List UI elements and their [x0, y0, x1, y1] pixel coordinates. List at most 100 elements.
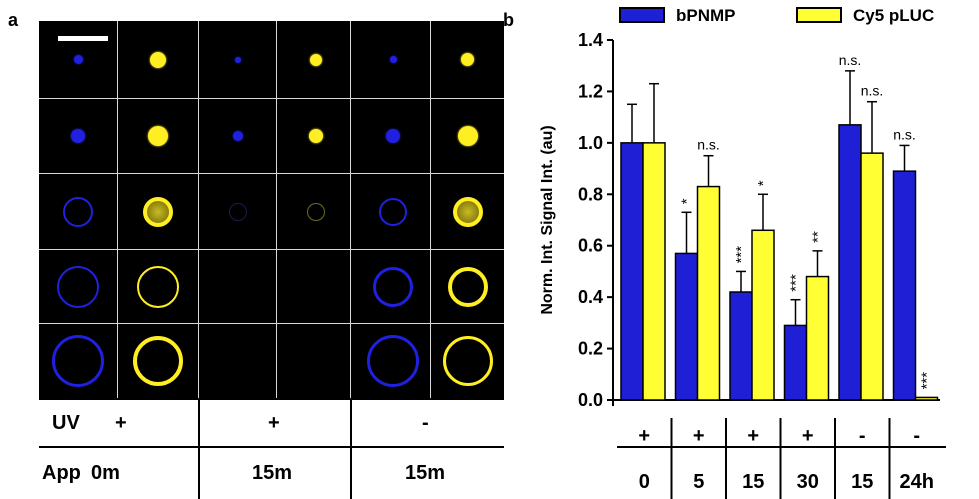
bar-cy5-pluc: [805, 275, 830, 401]
bar-cy5-pluc: [860, 152, 884, 401]
micrograph-cell: [277, 99, 355, 173]
droplet-spot: [233, 131, 243, 141]
significance-stars: *: [755, 180, 772, 186]
bar-chart: 0.0 0.2 0.4 0.6 0.8 1.0 1.2 1.4 Norm. Int. Signa…: [539, 6, 946, 499]
droplet-spot: [309, 129, 323, 143]
scale-bar: [58, 36, 108, 41]
uv-row-value: +: [638, 425, 650, 447]
micrograph-cell: [355, 250, 431, 323]
bar-cy5-pluc: [696, 185, 721, 401]
micrograph-cell: [277, 324, 355, 398]
droplet-ring: [447, 266, 488, 307]
droplet-ring: [373, 266, 413, 307]
micrograph-cell: [277, 250, 355, 323]
significance-label: n.s.: [697, 137, 720, 153]
bar-bpnmp: [783, 324, 808, 401]
x-category-label: 30: [797, 471, 819, 493]
droplet-ring: [367, 335, 419, 387]
micrograph-cell: [199, 21, 277, 98]
table-col-divider: [350, 398, 352, 499]
uv-row-value: +: [693, 425, 705, 447]
droplet-spot: [235, 56, 241, 63]
micrograph-cell: [199, 174, 277, 249]
micrograph-cell: [277, 21, 355, 98]
x-category-label: 24h: [900, 471, 934, 493]
significance-stars: ***: [919, 372, 936, 390]
droplet-ring: [57, 265, 99, 308]
bar-bpnmp: [620, 142, 644, 401]
y-tick-label: 1.4: [578, 30, 603, 50]
y-axis-label: Norm. Int. Signal Int. (au): [539, 125, 556, 314]
droplet-spot: [310, 53, 322, 66]
micrograph-cell: [431, 21, 504, 98]
y-tick-label: 1.0: [578, 133, 603, 153]
micrograph-grid: [39, 21, 504, 398]
app-value-0m: 0m: [91, 462, 120, 484]
significance-stars: *: [679, 198, 696, 204]
y-tick-label: 0.4: [578, 287, 603, 307]
micrograph-cell: [277, 174, 355, 249]
uv-value-15m-uv: +: [268, 412, 280, 434]
app-value-15m-uv: 15m: [252, 462, 293, 484]
micrograph-cell: [117, 324, 199, 398]
bar-bpnmp: [674, 252, 699, 401]
grid-separator: [117, 21, 118, 398]
micrograph-cell: [355, 21, 431, 98]
micrograph-cell: [199, 250, 277, 323]
micrograph-cell: [431, 324, 504, 398]
grid-separator: [198, 21, 199, 398]
droplet-ring: [143, 196, 173, 227]
micrograph-cell: [431, 174, 504, 249]
panel-a-letter: a: [8, 10, 19, 30]
y-tick-label: 0.0: [578, 390, 603, 410]
grid-separator: [39, 98, 504, 99]
droplet-ring: [133, 336, 183, 386]
uv-value-15m-dark: -: [422, 412, 429, 434]
micrograph-cell: [355, 99, 431, 173]
droplet-ring: [379, 197, 407, 226]
micrograph-cell: [199, 99, 277, 173]
bar-cy5-pluc: [751, 229, 775, 401]
y-tick-label: 0.6: [578, 236, 603, 256]
uv-row-value: -: [913, 425, 920, 447]
micrograph-cell: [39, 21, 117, 98]
droplet-spot: [386, 129, 400, 143]
droplet-ring: [52, 335, 104, 387]
grid-separator: [350, 21, 351, 398]
x-category-label: 0: [639, 471, 650, 493]
y-tick-label: 0.2: [578, 339, 603, 359]
bar-bpnmp: [729, 291, 753, 401]
droplet-spot: [389, 56, 397, 63]
droplet-ring: [452, 196, 483, 227]
significance-stars: ***: [733, 246, 750, 264]
micrograph-cell: [431, 99, 504, 173]
droplet-spot: [71, 129, 85, 143]
significance-stars: **: [810, 231, 827, 243]
legend-swatch: [619, 7, 665, 23]
droplet-spot: [73, 55, 83, 64]
bar-cy5-pluc: [642, 142, 666, 401]
y-tick-label: 1.2: [578, 81, 603, 101]
grid-separator: [39, 249, 504, 250]
significance-label: n.s.: [861, 83, 884, 99]
uv-row-value: -: [859, 425, 866, 447]
significance-stars: ***: [788, 274, 805, 292]
micrograph-cell: [117, 99, 199, 173]
micrograph-cell: [39, 174, 117, 249]
grid-separator: [430, 21, 431, 398]
micrograph-cell: [117, 174, 199, 249]
micrograph-cell: [355, 174, 431, 249]
micrograph-cell: [117, 250, 199, 323]
droplet-ring: [307, 202, 325, 221]
droplet-spot: [148, 126, 168, 146]
uv-row-value: +: [747, 425, 759, 447]
droplet-ring: [63, 196, 93, 227]
table-top-border: [39, 398, 504, 400]
x-category-label: 5: [693, 471, 704, 493]
y-tick-label: 0.8: [578, 184, 603, 204]
micrograph-cell: [431, 250, 504, 323]
droplet-spot: [461, 53, 474, 66]
table-row-divider: [39, 446, 504, 448]
micrograph-cell: [199, 324, 277, 398]
app-value-15m-dark: 15m: [405, 462, 446, 484]
